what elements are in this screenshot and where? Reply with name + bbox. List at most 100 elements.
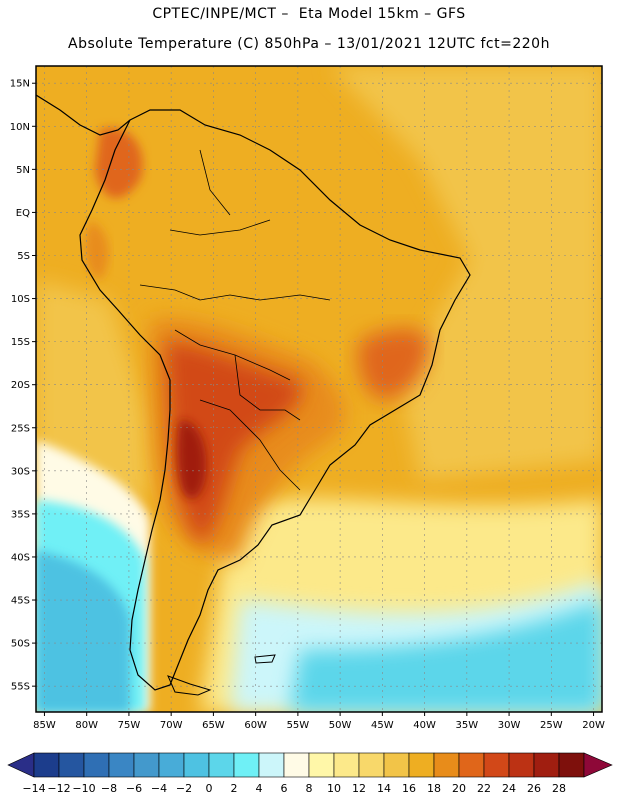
lon-label: 25W — [540, 720, 563, 731]
lon-label: 35W — [456, 720, 479, 731]
lon-label: 50W — [329, 720, 352, 731]
continent-outline — [79, 109, 471, 691]
central-america-outline — [36, 94, 131, 136]
colorbar-swatch — [283, 752, 310, 778]
lat-label: 10N — [10, 122, 30, 133]
country-borders — [139, 149, 331, 491]
lat-label: 15N — [10, 79, 30, 90]
lon-label: 65W — [202, 720, 225, 731]
colorbar-over-arrow — [583, 752, 613, 778]
field-minas-warm — [358, 328, 430, 400]
lat-label: 20S — [11, 380, 30, 391]
colorbar-swatch — [108, 752, 135, 778]
colorbar-label: 26 — [527, 782, 541, 795]
temperature-field — [36, 66, 602, 712]
colorbar-swatch — [33, 752, 60, 778]
map-frame — [35, 65, 603, 713]
lon-label: 80W — [75, 720, 98, 731]
colorbar-label: 6 — [281, 782, 288, 795]
lat-label: 30S — [11, 466, 30, 477]
colorbar-label: 18 — [427, 782, 441, 795]
field-pacific-colder — [36, 550, 130, 712]
colorbar-swatch — [558, 752, 585, 778]
colorbar-swatch — [408, 752, 435, 778]
lon-label: 60W — [244, 720, 267, 731]
colorbar-under-arrow — [7, 752, 35, 778]
chart-title: CPTEC/INPE/MCT – Eta Model 15km – GFS — [152, 6, 466, 22]
lat-label: 45S — [11, 596, 30, 607]
border-colombia-venezuela — [169, 219, 271, 236]
colorbar-swatch — [358, 752, 385, 778]
falklands-outline — [254, 654, 276, 664]
border-paraguay — [234, 354, 301, 421]
colorbar-swatch — [258, 752, 285, 778]
lat-label: 40S — [11, 552, 30, 563]
lon-label: 85W — [33, 720, 56, 731]
colorbar-swatch — [158, 752, 185, 778]
lon-label: 55W — [287, 720, 310, 731]
colorbar-label: 14 — [377, 782, 391, 795]
colorbar-swatch — [533, 752, 560, 778]
lon-label: 45W — [371, 720, 394, 731]
colorbar-swatch — [308, 752, 335, 778]
colorbar-label: −4 — [151, 782, 167, 795]
colorbar-label: 10 — [327, 782, 341, 795]
border-venezuela — [199, 149, 231, 216]
colorbar-swatch — [483, 752, 510, 778]
colorbar-swatch — [83, 752, 110, 778]
lat-label: 35S — [11, 509, 30, 520]
field-andes-ecuador-warm — [84, 220, 109, 280]
lon-label: 70W — [160, 720, 183, 731]
colorbar-label: 2 — [231, 782, 238, 795]
border-brazil-north — [139, 284, 331, 301]
latitude-labels: 15N 10N 5N EQ 5S 10S 15S 20S 25S 30S 35S 40S 45S 50S 5… — [10, 79, 36, 693]
lat-label: 15S — [11, 337, 30, 348]
colorbar-label: −6 — [126, 782, 142, 795]
colorbar-label: −10 — [72, 782, 95, 795]
colorbar-swatch — [433, 752, 460, 778]
tierra-del-fuego-outline — [167, 675, 212, 696]
colorbar-label: −14 — [22, 782, 45, 795]
field-south-atlantic-cold — [290, 600, 602, 712]
field-pacific-warm — [36, 280, 150, 500]
lat-label: 5S — [17, 251, 30, 262]
colorbar-label: 8 — [306, 782, 313, 795]
field-andes-north-warm — [95, 128, 143, 199]
lon-label: 20W — [582, 720, 605, 731]
lat-label: 5N — [16, 165, 30, 176]
colorbar-label: −8 — [101, 782, 117, 795]
colorbar-swatch — [183, 752, 210, 778]
longitude-labels: 85W 80W 75W 70W 65W 60W 55W 50W 45W 40W 35W 30W 25W 2… — [33, 712, 605, 731]
lon-label: 30W — [498, 720, 521, 731]
chart-subtitle: Absolute Temperature (C) 850hPa – 13/01/… — [68, 36, 550, 52]
colorbar-label: 24 — [502, 782, 516, 795]
colorbar-label: −12 — [47, 782, 70, 795]
colorbar-label: 22 — [477, 782, 491, 795]
lat-label: 25S — [11, 423, 30, 434]
colorbar-label: 0 — [206, 782, 213, 795]
colorbar-label: 16 — [402, 782, 416, 795]
lat-label: 50S — [11, 639, 30, 650]
colorbar-swatch — [333, 752, 360, 778]
colorbar-label: 28 — [552, 782, 566, 795]
lon-label: 40W — [413, 720, 436, 731]
colorbar-swatch — [233, 752, 260, 778]
lat-label: 10S — [11, 294, 30, 305]
colorbar-swatch — [133, 752, 160, 778]
lat-label: 55S — [11, 682, 30, 693]
colorbar-label: 20 — [452, 782, 466, 795]
colorbar-swatch — [58, 752, 85, 778]
colorbar-label: 4 — [256, 782, 263, 795]
lon-label: 75W — [118, 720, 141, 731]
lat-label: EQ — [16, 208, 30, 219]
colorbar-swatch — [383, 752, 410, 778]
border-argentina — [199, 399, 301, 491]
colorbar-swatch — [458, 752, 485, 778]
colorbar-swatch — [508, 752, 535, 778]
colorbar-label: 12 — [352, 782, 366, 795]
field-chaco-core — [177, 420, 207, 499]
colorbar-label: −2 — [176, 782, 192, 795]
colorbar-swatch — [208, 752, 235, 778]
colorbar: −14 −12 −10 −8 −6 −4 −2 0 2 4 6 8 10 12 14 16 18 20 22 24 26… — [7, 752, 613, 795]
